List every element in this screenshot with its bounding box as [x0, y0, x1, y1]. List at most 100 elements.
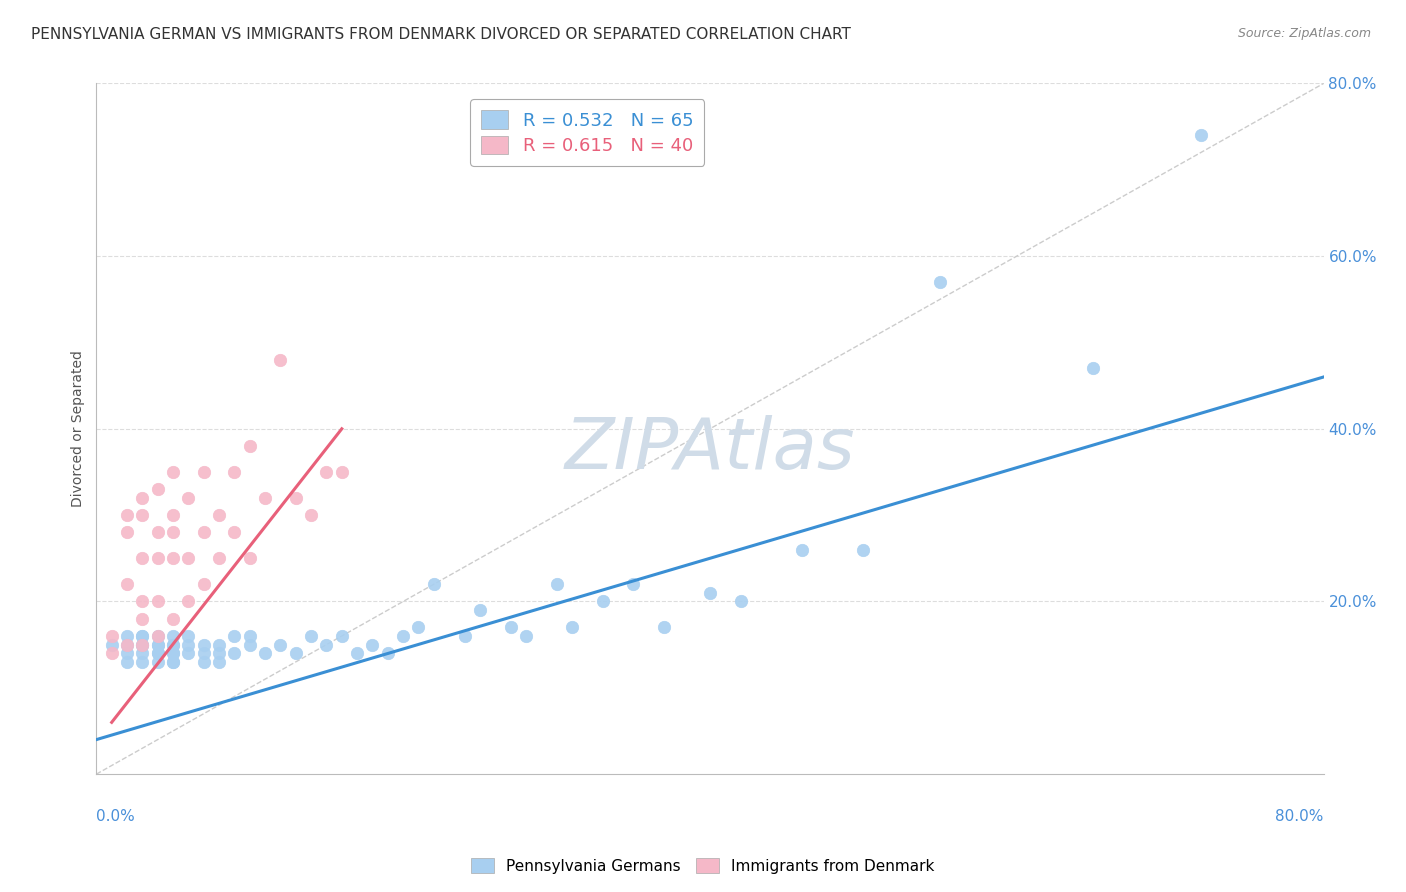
Point: [408, 620, 430, 634]
Point: [423, 577, 446, 591]
Point: [115, 655, 138, 669]
Point: [146, 551, 169, 566]
Point: [468, 603, 491, 617]
Point: [146, 646, 169, 660]
Point: [224, 525, 246, 540]
Point: [115, 629, 138, 643]
Point: [100, 629, 122, 643]
Point: [254, 491, 277, 505]
Point: [131, 508, 153, 522]
Point: [177, 594, 200, 608]
Point: [193, 655, 215, 669]
Point: [239, 629, 262, 643]
Point: [224, 629, 246, 643]
Point: [208, 655, 231, 669]
Point: [239, 551, 262, 566]
Point: [592, 594, 614, 608]
Point: [499, 620, 522, 634]
Text: Source: ZipAtlas.com: Source: ZipAtlas.com: [1237, 27, 1371, 40]
Point: [208, 646, 231, 660]
Point: [315, 465, 337, 479]
Point: [146, 482, 169, 496]
Point: [162, 612, 184, 626]
Point: [131, 551, 153, 566]
Text: ZIPAtlas: ZIPAtlas: [565, 415, 855, 484]
Point: [730, 594, 752, 608]
Point: [1083, 361, 1105, 376]
Point: [239, 439, 262, 453]
Point: [315, 638, 337, 652]
Point: [177, 629, 200, 643]
Point: [790, 542, 813, 557]
Point: [852, 542, 875, 557]
Text: 0.0%: 0.0%: [97, 809, 135, 823]
Point: [1189, 128, 1212, 143]
Point: [193, 646, 215, 660]
Point: [515, 629, 537, 643]
Point: [330, 629, 353, 643]
Text: 80.0%: 80.0%: [1275, 809, 1323, 823]
Legend: Pennsylvania Germans, Immigrants from Denmark: Pennsylvania Germans, Immigrants from De…: [465, 852, 941, 880]
Point: [224, 646, 246, 660]
Point: [162, 646, 184, 660]
Point: [146, 638, 169, 652]
Point: [284, 646, 307, 660]
Point: [177, 638, 200, 652]
Point: [131, 638, 153, 652]
Point: [115, 577, 138, 591]
Point: [115, 638, 138, 652]
Point: [346, 646, 368, 660]
Point: [929, 275, 952, 289]
Point: [193, 465, 215, 479]
Point: [115, 508, 138, 522]
Point: [131, 638, 153, 652]
Point: [269, 638, 291, 652]
Point: [269, 352, 291, 367]
Point: [239, 638, 262, 652]
Point: [131, 629, 153, 643]
Point: [208, 638, 231, 652]
Point: [131, 491, 153, 505]
Point: [254, 646, 277, 660]
Text: PENNSYLVANIA GERMAN VS IMMIGRANTS FROM DENMARK DIVORCED OR SEPARATED CORRELATION: PENNSYLVANIA GERMAN VS IMMIGRANTS FROM D…: [31, 27, 851, 42]
Point: [621, 577, 644, 591]
Point: [361, 638, 384, 652]
Point: [284, 491, 307, 505]
Point: [561, 620, 583, 634]
Point: [652, 620, 675, 634]
Point: [162, 465, 184, 479]
Point: [162, 629, 184, 643]
Point: [299, 629, 322, 643]
Y-axis label: Divorced or Separated: Divorced or Separated: [72, 351, 86, 508]
Point: [146, 629, 169, 643]
Point: [299, 508, 322, 522]
Point: [131, 612, 153, 626]
Point: [177, 646, 200, 660]
Point: [146, 594, 169, 608]
Point: [115, 638, 138, 652]
Point: [224, 465, 246, 479]
Point: [193, 525, 215, 540]
Point: [162, 646, 184, 660]
Point: [115, 525, 138, 540]
Point: [193, 638, 215, 652]
Point: [162, 551, 184, 566]
Point: [115, 646, 138, 660]
Point: [162, 638, 184, 652]
Point: [146, 646, 169, 660]
Point: [208, 551, 231, 566]
Point: [131, 646, 153, 660]
Point: [330, 465, 353, 479]
Point: [146, 655, 169, 669]
Point: [392, 629, 415, 643]
Legend: R = 0.532   N = 65, R = 0.615   N = 40: R = 0.532 N = 65, R = 0.615 N = 40: [471, 99, 704, 166]
Point: [100, 638, 122, 652]
Point: [131, 655, 153, 669]
Point: [146, 638, 169, 652]
Point: [208, 508, 231, 522]
Point: [131, 629, 153, 643]
Point: [146, 629, 169, 643]
Point: [177, 491, 200, 505]
Point: [162, 655, 184, 669]
Point: [699, 586, 721, 600]
